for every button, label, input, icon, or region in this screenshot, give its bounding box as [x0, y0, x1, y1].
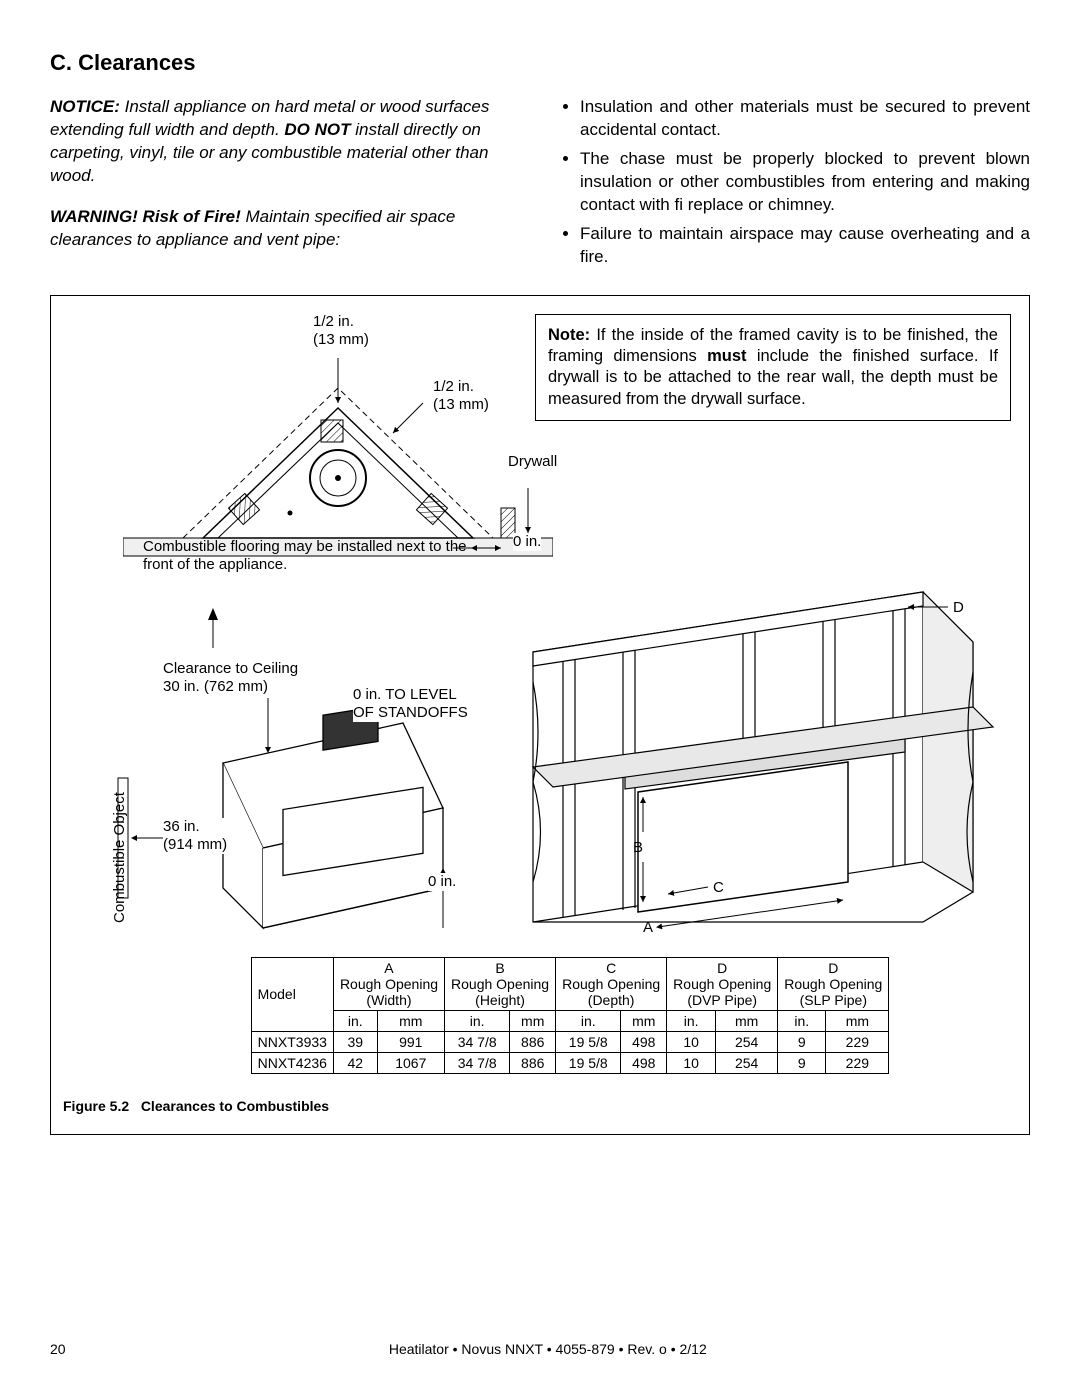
- cell: 886: [510, 1031, 556, 1052]
- note-label: Note:: [548, 326, 590, 344]
- label-side: 36 in. (914 mm): [163, 818, 227, 854]
- left-column: NOTICE: Install appliance on hard metal …: [50, 96, 520, 275]
- th-unit: in.: [778, 1010, 826, 1031]
- notice-label: NOTICE:: [50, 97, 120, 116]
- label-ceiling: Clearance to Ceiling 30 in. (762 mm): [163, 660, 298, 696]
- label-zero2: 0 in.: [428, 873, 456, 891]
- bullet-item: Failure to maintain airspace may cause o…: [580, 223, 1030, 269]
- clearance-table: Model ARough Opening (Width) BRough Open…: [251, 957, 890, 1074]
- page-footer: 20 Heatilator • Novus NNXT • 4055-879 • …: [50, 1341, 1030, 1357]
- cell: 254: [716, 1031, 778, 1052]
- th-unit: mm: [826, 1010, 889, 1031]
- figure-title: Clearances to Combustibles: [141, 1098, 329, 1114]
- cell: 39: [333, 1031, 377, 1052]
- two-column-text: NOTICE: Install appliance on hard metal …: [50, 96, 1030, 275]
- figure-box: Note: If the inside of the framed cavity…: [50, 295, 1030, 1135]
- th-unit: in.: [333, 1010, 377, 1031]
- warning-label: WARNING! Risk of Fire!: [50, 207, 241, 226]
- th-unit: in.: [556, 1010, 621, 1031]
- figure-caption: Figure 5.2 Clearances to Combustibles: [63, 1098, 329, 1114]
- note-must: must: [707, 347, 746, 365]
- cell: 9: [778, 1031, 826, 1052]
- clearance-table-wrap: Model ARough Opening (Width) BRough Open…: [151, 957, 989, 1074]
- th-A: ARough Opening (Width): [333, 957, 444, 1010]
- th-unit: mm: [377, 1010, 444, 1031]
- svg-text:A: A: [643, 919, 653, 936]
- label-standoffs: 0 in. TO LEVEL OF STANDOFFS: [353, 686, 468, 722]
- th-unit: in.: [445, 1010, 510, 1031]
- cell: NNXT3933: [251, 1031, 333, 1052]
- label-top-clear2: 1/2 in. (13 mm): [433, 378, 489, 414]
- right-column: Insulation and other materials must be s…: [560, 96, 1030, 275]
- cell: 9: [778, 1052, 826, 1073]
- label-flooring: Combustible flooring may be installed ne…: [143, 538, 483, 574]
- cell: 1067: [377, 1052, 444, 1073]
- front-appliance-diagram: [103, 608, 483, 938]
- notice-paragraph: NOTICE: Install appliance on hard metal …: [50, 96, 520, 188]
- th-unit: in.: [667, 1010, 716, 1031]
- cell: 10: [667, 1031, 716, 1052]
- footer-text: Heatilator • Novus NNXT • 4055-879 • Rev…: [50, 1341, 1030, 1357]
- th-unit: mm: [510, 1010, 556, 1031]
- cell: 34 7/8: [445, 1052, 510, 1073]
- cell: 498: [621, 1052, 667, 1073]
- figure-number: Figure 5.2: [63, 1098, 129, 1114]
- label-drywall: Drywall: [508, 453, 557, 471]
- cell: 42: [333, 1052, 377, 1073]
- cell: 886: [510, 1052, 556, 1073]
- bullet-item: The chase must be properly blocked to pr…: [580, 148, 1030, 217]
- table-row: NNXT4236 421067 34 7/8886 19 5/8498 1025…: [251, 1052, 889, 1073]
- note-box: Note: If the inside of the framed cavity…: [535, 314, 1011, 422]
- svg-text:D: D: [953, 599, 964, 616]
- label-top-clear: 1/2 in. (13 mm): [313, 313, 369, 349]
- notice-donot: DO NOT: [284, 120, 350, 139]
- th-D2: DRough Opening (SLP Pipe): [778, 957, 889, 1010]
- cell: NNXT4236: [251, 1052, 333, 1073]
- cell: 34 7/8: [445, 1031, 510, 1052]
- table-row: NNXT3933 39991 34 7/8886 19 5/8498 10254…: [251, 1031, 889, 1052]
- label-combustible-object: Combustible Object: [111, 792, 128, 923]
- framing-diagram: D B C A: [493, 582, 1003, 942]
- cell: 229: [826, 1031, 889, 1052]
- bullet-list: Insulation and other materials must be s…: [560, 96, 1030, 269]
- cell: 498: [621, 1031, 667, 1052]
- svg-text:B: B: [633, 839, 643, 856]
- cell: 254: [716, 1052, 778, 1073]
- cell: 991: [377, 1031, 444, 1052]
- svg-text:C: C: [713, 879, 724, 896]
- bullet-item: Insulation and other materials must be s…: [580, 96, 1030, 142]
- label-zero-in: 0 in.: [513, 533, 541, 551]
- cell: 229: [826, 1052, 889, 1073]
- warning-paragraph: WARNING! Risk of Fire! Maintain specifie…: [50, 206, 520, 252]
- th-D1: DRough Opening (DVP Pipe): [667, 957, 778, 1010]
- th-C: CRough Opening (Depth): [556, 957, 667, 1010]
- cell: 19 5/8: [556, 1031, 621, 1052]
- cell: 10: [667, 1052, 716, 1073]
- th-B: BRough Opening (Height): [445, 957, 556, 1010]
- section-heading: C. Clearances: [50, 50, 1030, 76]
- th-model: Model: [251, 957, 333, 1031]
- page-number: 20: [50, 1341, 66, 1357]
- th-unit: mm: [716, 1010, 778, 1031]
- th-unit: mm: [621, 1010, 667, 1031]
- cell: 19 5/8: [556, 1052, 621, 1073]
